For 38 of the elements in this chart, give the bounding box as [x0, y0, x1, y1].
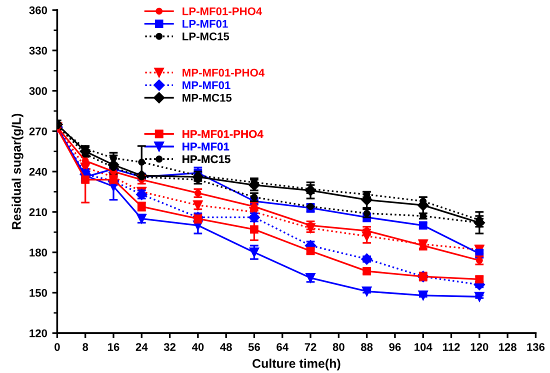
x-tick-label: 8 [82, 343, 88, 351]
legend-label: HP-MF01 [182, 142, 230, 151]
x-tick-label: 112 [442, 343, 460, 351]
y-tick-label: 240 [29, 168, 48, 176]
legend-label: LP-MF01 [182, 20, 228, 28]
y-tick-label: 180 [30, 248, 48, 256]
legend-label: MP-MC15 [182, 94, 232, 102]
y-axis-title: Residual sugar(g/L) [12, 114, 24, 230]
y-tick-label: 150 [30, 288, 48, 297]
x-tick-label: 128 [498, 343, 516, 351]
x-tick-label: 136 [527, 343, 545, 351]
y-tick-label: 120 [30, 329, 48, 338]
x-tick-label: 48 [220, 343, 232, 351]
x-tick-label: 104 [414, 343, 432, 351]
legend-label: LP-MF01-PHO4 [182, 7, 262, 16]
legend-label: MP-MF01 [182, 81, 230, 90]
y-tick-label: 270 [29, 127, 48, 136]
x-tick-label: 56 [248, 343, 260, 351]
x-tick-label: 40 [192, 343, 204, 351]
legend-label: MP-MF01-PHO4 [182, 68, 265, 77]
x-tick-label: 120 [470, 343, 488, 351]
legend-label: HP-MC15 [182, 155, 230, 164]
y-tick-label: 300 [29, 87, 48, 95]
x-tick-label: 80 [332, 343, 344, 351]
x-axis-title: Culture time(h) [252, 358, 340, 370]
x-tick-label: 72 [304, 343, 316, 351]
y-tick-label: 210 [29, 208, 48, 216]
x-tick-label: 24 [136, 343, 148, 351]
y-tick-label: 360 [29, 6, 48, 14]
x-tick-label: 64 [276, 343, 288, 351]
legend-label: HP-MF01-PHO4 [182, 130, 264, 138]
x-tick-label: 16 [108, 343, 120, 351]
y-tick-label: 330 [29, 46, 48, 55]
legend-label: LP-MC15 [182, 32, 230, 40]
x-tick-label: 0 [54, 343, 60, 351]
x-tick-label: 32 [164, 343, 176, 351]
x-tick-label: 88 [360, 343, 373, 351]
x-tick-label: 96 [389, 343, 401, 351]
